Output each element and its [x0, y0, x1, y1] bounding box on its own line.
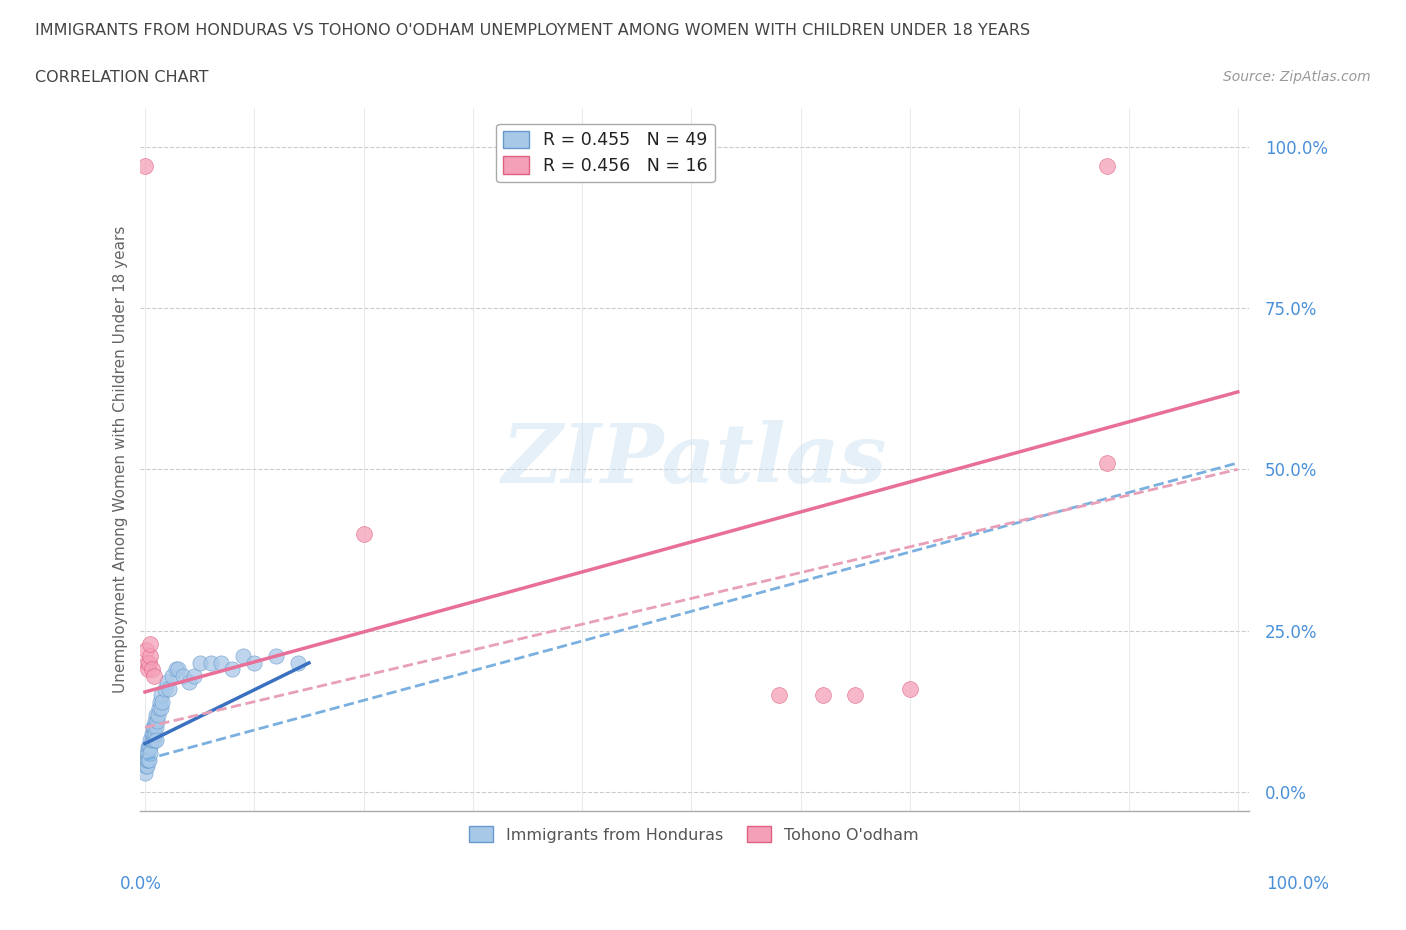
- Text: CORRELATION CHART: CORRELATION CHART: [35, 70, 208, 85]
- Point: [136, 759, 159, 774]
- Point: [165, 662, 187, 677]
- Point: [150, 700, 173, 715]
- Point: [139, 649, 162, 664]
- Point: [145, 707, 167, 722]
- Point: [141, 733, 163, 748]
- Point: [243, 656, 266, 671]
- Point: [142, 669, 165, 684]
- Point: [811, 688, 834, 703]
- Point: [898, 682, 921, 697]
- Point: [157, 682, 180, 697]
- Point: [172, 669, 194, 684]
- Point: [142, 733, 165, 748]
- Point: [149, 694, 172, 709]
- Point: [134, 765, 156, 780]
- Point: [145, 720, 167, 735]
- Point: [264, 649, 287, 664]
- Point: [221, 662, 243, 677]
- Point: [141, 726, 163, 741]
- Text: 100.0%: 100.0%: [1265, 874, 1329, 893]
- Point: [139, 739, 162, 754]
- Legend: Immigrants from Honduras, Tohono O'odham: Immigrants from Honduras, Tohono O'odham: [463, 819, 925, 849]
- Point: [232, 649, 254, 664]
- Point: [1095, 456, 1118, 471]
- Point: [146, 707, 169, 722]
- Point: [287, 656, 309, 671]
- Text: Source: ZipAtlas.com: Source: ZipAtlas.com: [1223, 70, 1371, 84]
- Point: [143, 726, 166, 741]
- Point: [141, 662, 163, 677]
- Text: 0.0%: 0.0%: [120, 874, 162, 893]
- Point: [135, 752, 157, 767]
- Point: [135, 759, 157, 774]
- Text: IMMIGRANTS FROM HONDURAS VS TOHONO O'ODHAM UNEMPLOYMENT AMONG WOMEN WITH CHILDRE: IMMIGRANTS FROM HONDURAS VS TOHONO O'ODH…: [35, 23, 1031, 38]
- Point: [136, 752, 159, 767]
- Point: [136, 746, 159, 761]
- Point: [211, 656, 233, 671]
- Point: [143, 713, 166, 728]
- Point: [136, 739, 159, 754]
- Point: [135, 643, 157, 658]
- Point: [162, 669, 184, 684]
- Point: [139, 636, 162, 651]
- Point: [200, 656, 222, 671]
- Point: [138, 739, 160, 754]
- Point: [150, 688, 173, 703]
- Point: [136, 752, 159, 767]
- Point: [153, 682, 176, 697]
- Point: [1095, 159, 1118, 174]
- Point: [844, 688, 866, 703]
- Y-axis label: Unemployment Among Women with Children Under 18 years: Unemployment Among Women with Children U…: [114, 226, 128, 694]
- Point: [142, 720, 165, 735]
- Point: [139, 733, 162, 748]
- Point: [183, 669, 205, 684]
- Point: [145, 733, 167, 748]
- Point: [353, 526, 375, 541]
- Point: [142, 720, 165, 735]
- Point: [148, 700, 170, 715]
- Point: [136, 662, 159, 677]
- Point: [138, 752, 160, 767]
- Point: [768, 688, 790, 703]
- Point: [134, 159, 156, 174]
- Point: [146, 713, 169, 728]
- Point: [139, 746, 162, 761]
- Point: [152, 694, 174, 709]
- Point: [136, 656, 159, 671]
- Point: [188, 656, 211, 671]
- Text: ZIPatlas: ZIPatlas: [502, 419, 887, 499]
- Point: [156, 675, 179, 690]
- Point: [177, 675, 200, 690]
- Point: [166, 662, 188, 677]
- Point: [138, 656, 160, 671]
- Point: [136, 746, 159, 761]
- Point: [142, 726, 165, 741]
